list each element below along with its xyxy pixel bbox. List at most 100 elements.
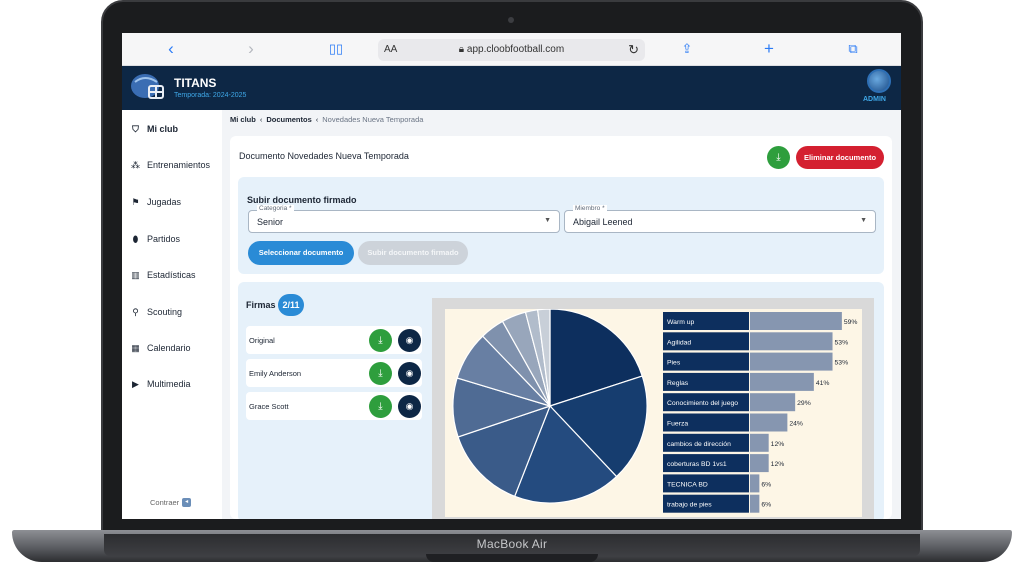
- bar-label-bg-5: [663, 413, 749, 432]
- breadcrumb-current: Novedades Nueva Temporada: [322, 115, 424, 124]
- download-signature-button[interactable]: ⤓: [369, 395, 392, 418]
- breadcrumb-separator-icon: ‹: [315, 115, 319, 124]
- view-signature-button[interactable]: ◉: [398, 362, 421, 385]
- sidebar-item-partidos[interactable]: ⬮ Partidos: [130, 231, 180, 247]
- caret-down-icon: ▼: [860, 217, 867, 224]
- bar-category-label-2: Pies: [667, 360, 681, 367]
- bar-5[interactable]: [750, 413, 788, 432]
- bar-1[interactable]: [750, 332, 833, 351]
- signature-row: Original ⤓ ◉: [246, 326, 422, 354]
- stats-icon: ▥: [131, 269, 140, 280]
- sidebar-item-multimedia[interactable]: ▶ Multimedia: [130, 376, 191, 392]
- view-signature-button[interactable]: ◉: [398, 329, 421, 352]
- back-icon[interactable]: ‹: [168, 39, 174, 58]
- select-document-button[interactable]: Seleccionar documento: [248, 241, 354, 265]
- chart-container: Warm up 59% Agilidad 53% Pies 53% Reglas 41% Con…: [432, 298, 874, 519]
- breadcrumb-item[interactable]: Documentos: [266, 115, 312, 124]
- sidebar-item-label: Entrenamientos: [147, 160, 211, 170]
- club-name: TITANS: [174, 76, 217, 90]
- sidebar-item-label: Scouting: [147, 307, 183, 317]
- laptop-base-edge: [104, 534, 920, 556]
- upload-panel: Subir documento firmado Categoria * Seni…: [238, 177, 884, 274]
- training-icon: ⁂: [131, 159, 140, 170]
- sidebar-item-label: Multimedia: [147, 379, 191, 389]
- forward-icon[interactable]: ›: [248, 39, 254, 58]
- lock-icon: 🔒︎: [458, 44, 465, 55]
- collapse-sidebar-button[interactable]: Contraer ◂: [150, 498, 192, 507]
- download-icon: ⤓: [378, 368, 383, 379]
- category-value: Senior: [257, 217, 284, 227]
- sidebar-item-scouting[interactable]: ⚲ Scouting: [130, 304, 182, 320]
- role-label: ADMIN: [863, 96, 886, 103]
- bar-4[interactable]: [750, 393, 796, 412]
- bar-category-label-3: Reglas: [667, 380, 689, 387]
- member-label: Miembro *: [573, 205, 607, 212]
- bar-value-label-4: 29%: [797, 400, 811, 407]
- breadcrumb-item[interactable]: Mi club: [230, 115, 256, 124]
- share-icon[interactable]: ⇪: [681, 41, 693, 56]
- sidebar-item-estadisticas[interactable]: ▥ Estadísticas: [130, 267, 195, 283]
- download-signature-button[interactable]: ⤓: [369, 329, 392, 352]
- bar-8[interactable]: [750, 474, 760, 493]
- bar-label-bg-1: [663, 332, 749, 351]
- download-signature-button[interactable]: ⤓: [369, 362, 392, 385]
- sidebar-item-mi-club[interactable]: ⛉ Mi club: [130, 121, 178, 137]
- document-title: Documento Novedades Nueva Temporada: [239, 151, 409, 161]
- search-icon: ⚲: [132, 306, 139, 317]
- play-icon: ▶: [132, 378, 139, 389]
- bar-label-bg-2: [663, 352, 749, 371]
- pie-slice-1[interactable]: [548, 375, 648, 478]
- bar-category-label-6: cambios de dirección: [667, 441, 731, 448]
- pie-slice-9[interactable]: [536, 308, 551, 407]
- reload-icon[interactable]: ↻: [628, 42, 639, 57]
- pie-slice-0[interactable]: [549, 308, 644, 407]
- season-label: Temporada: 2024-2025: [174, 92, 247, 99]
- sidebar-item-calendario[interactable]: ▦ Calendario: [130, 340, 191, 356]
- bar-3[interactable]: [750, 372, 814, 391]
- bar-9[interactable]: [750, 494, 760, 513]
- download-button[interactable]: ⤓: [767, 146, 790, 169]
- bar-7[interactable]: [750, 454, 769, 473]
- address-bar[interactable]: AA 🔒︎ app.cloobfootball.com ↻: [378, 39, 645, 61]
- download-icon: ⤓: [378, 335, 383, 346]
- collapse-icon: ◂: [182, 498, 192, 507]
- reader-aa-button[interactable]: AA: [384, 44, 398, 55]
- signer-name: Original: [249, 336, 275, 345]
- url-value: app.cloobfootball.com: [466, 44, 565, 55]
- laptop-notch: [426, 554, 598, 562]
- bar-2[interactable]: [750, 352, 833, 371]
- bar-6[interactable]: [750, 433, 769, 452]
- sidebar: ⛉ Mi club ⁂ Entrenamientos ⚑ Jugadas ⬮ Parti…: [122, 110, 222, 519]
- upload-signed-button[interactable]: Subir documento firmado: [358, 241, 468, 265]
- bar-category-label-7: coberturas BD 1vs1: [667, 461, 727, 468]
- bookmarks-icon[interactable]: ▯▯: [328, 41, 344, 56]
- sidebar-item-jugadas[interactable]: ⚑ Jugadas: [130, 194, 181, 210]
- sidebar-item-label: Jugadas: [147, 197, 182, 207]
- calendar-icon: ▦: [131, 342, 140, 353]
- avatar[interactable]: [867, 69, 891, 93]
- chart-area: Warm up 59% Agilidad 53% Pies 53% Reglas 41% Con…: [445, 308, 862, 517]
- sidebar-item-label: Calendario: [147, 343, 191, 353]
- member-select[interactable]: Miembro * Abigail Leened ▼: [564, 205, 876, 233]
- pie-slice-3[interactable]: [457, 405, 552, 498]
- pie-slice-2[interactable]: [513, 404, 618, 504]
- camera: [508, 17, 514, 23]
- device-brand: MacBook Air: [476, 537, 548, 551]
- signatures-panel: Firmas 2/11 Original ⤓ ◉ Emily Anderson …: [238, 282, 884, 519]
- tabs-icon[interactable]: ⧉: [848, 41, 858, 56]
- bar-label-bg-0: [663, 312, 749, 330]
- team-helmet-logo[interactable]: [129, 72, 169, 104]
- bar-value-label-9: 6%: [761, 502, 771, 509]
- view-signature-button[interactable]: ◉: [398, 395, 421, 418]
- screen: ‹ › ▯▯ AA 🔒︎ app.cloobfootball.com ↻ ⇪ +…: [122, 33, 901, 519]
- delete-document-button[interactable]: Eliminar documento: [796, 146, 884, 169]
- download-icon: ⤓: [776, 152, 781, 163]
- category-label: Categoria *: [257, 205, 294, 212]
- sidebar-item-entrenamientos[interactable]: ⁂ Entrenamientos: [130, 157, 210, 173]
- bar-0[interactable]: [750, 312, 842, 330]
- new-tab-icon[interactable]: +: [764, 39, 774, 58]
- bar-category-label-0: Warm up: [667, 319, 695, 326]
- category-select[interactable]: Categoria * Senior ▼: [248, 205, 560, 233]
- signatures-count-badge: 2/11: [278, 294, 304, 316]
- club-icon: ⛉: [132, 123, 139, 134]
